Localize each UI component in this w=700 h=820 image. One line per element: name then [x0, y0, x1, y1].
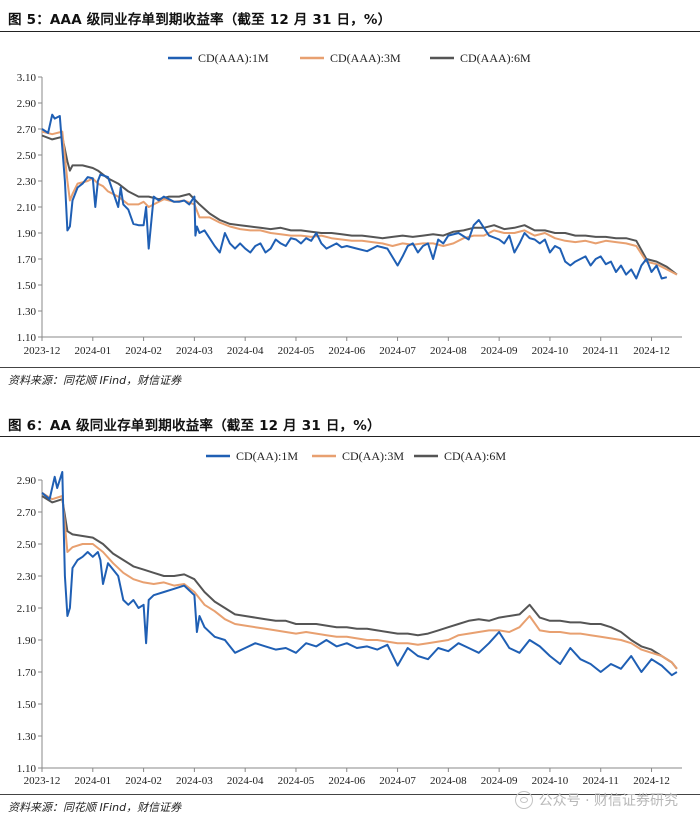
- x-tick-label: 2024-08: [430, 345, 467, 357]
- y-tick-label: 1.30: [17, 306, 37, 318]
- y-tick-label: 2.30: [17, 571, 37, 583]
- y-tick-label: 2.70: [17, 124, 37, 136]
- x-tick-label: 2024-10: [532, 775, 569, 787]
- y-tick-label: 2.10: [17, 202, 37, 214]
- y-tick-label: 1.10: [17, 332, 37, 344]
- figure-5-chart: 3.10 2.90 2.70 2.50 2.30 2.10 1.90 1.70 1.50 1.30…: [17, 51, 682, 357]
- x-tick-label: 2024-02: [125, 775, 162, 787]
- series-line-cd-aa-6m: [41, 495, 678, 670]
- y-tick-label: 2.10: [17, 603, 37, 615]
- x-tick-label: 2024-10: [532, 345, 569, 357]
- y-tick-label: 2.50: [17, 150, 37, 162]
- x-tick-label: 2024-07: [379, 345, 416, 357]
- x-tick-label: 2024-11: [583, 345, 619, 357]
- figure-5-bottom-rule: [0, 367, 700, 368]
- x-tick-label: 2024-06: [328, 775, 365, 787]
- y-tick-label: 2.90: [17, 475, 37, 487]
- figure-5-title: 图 5：AAA 级同业存单到期收益率（截至 12 月 31 日，%）: [8, 12, 392, 28]
- series-line-cd-aa-1m: [41, 471, 678, 677]
- y-tick-label: 1.70: [17, 667, 37, 679]
- watermark-text: 公众号 · 财信证券研究: [538, 793, 678, 809]
- legend-label: CD(AA):3M: [342, 449, 404, 463]
- x-tick-label: 2024-04: [227, 345, 264, 357]
- x-tick-label: 2023-12: [24, 345, 61, 357]
- x-tick-label: 2024-05: [278, 345, 315, 357]
- x-tick-label: 2024-02: [125, 345, 162, 357]
- y-tick-label: 2.90: [17, 98, 37, 110]
- figure-6-top-rule: [0, 436, 700, 437]
- x-tick-label: 2024-12: [633, 775, 670, 787]
- x-tick-label: 2024-01: [74, 775, 111, 787]
- x-tick-label: 2024-09: [481, 345, 518, 357]
- legend-label: CD(AAA):3M: [330, 51, 401, 65]
- y-tick-label: 1.50: [17, 699, 37, 711]
- y-tick-label: 1.90: [17, 635, 37, 647]
- y-tick-label: 1.70: [17, 254, 37, 266]
- x-tick-label: 2024-03: [176, 775, 213, 787]
- y-tick-label: 2.30: [17, 176, 37, 188]
- x-tick-label: 2024-05: [278, 775, 315, 787]
- legend-label: CD(AAA):6M: [460, 51, 531, 65]
- figure-6-bottom-rule: [0, 794, 700, 795]
- series-line-cd-aa-3m: [41, 491, 678, 670]
- x-tick-label: 2024-09: [481, 775, 518, 787]
- figure-5-top-rule: [0, 31, 700, 32]
- y-tick-label: 3.10: [17, 72, 37, 84]
- x-tick-label: 2024-11: [583, 775, 619, 787]
- watermark: 公众号 · 财信证券研究: [514, 790, 678, 810]
- x-tick-label: 2024-03: [176, 345, 213, 357]
- x-tick-label: 2024-01: [74, 345, 111, 357]
- y-tick-label: 1.10: [17, 763, 37, 775]
- figure-6-chart: 2.90 2.70 2.50 2.30 2.10 1.90 1.70 1.50 1.30 1.10…: [17, 449, 682, 787]
- x-tick-label: 2023-12: [24, 775, 61, 787]
- y-tick-label: 1.50: [17, 280, 37, 292]
- y-tick-label: 1.30: [17, 731, 37, 743]
- figure-6-title: 图 6：AA 级同业存单到期收益率（截至 12 月 31 日，%）: [8, 418, 381, 434]
- x-tick-label: 2024-12: [633, 345, 670, 357]
- x-tick-label: 2024-08: [430, 775, 467, 787]
- x-tick-label: 2024-06: [328, 345, 365, 357]
- series-line-cd-aaa-1m: [41, 113, 668, 280]
- x-tick-label: 2024-07: [379, 775, 416, 787]
- y-tick-label: 2.50: [17, 539, 37, 551]
- y-tick-label: 2.70: [17, 507, 37, 519]
- x-tick-label: 2024-04: [227, 775, 264, 787]
- legend-label: CD(AA):1M: [236, 449, 298, 463]
- figure-6-source: 资料来源：同花顺 IFind，财信证券: [8, 801, 182, 814]
- figure-5-source: 资料来源：同花顺 IFind，财信证券: [8, 374, 182, 387]
- series-line-cd-aaa-6m: [41, 134, 678, 276]
- legend-label: CD(AA):6M: [444, 449, 506, 463]
- series-line-cd-aaa-3m: [41, 130, 678, 276]
- legend-label: CD(AAA):1M: [198, 51, 269, 65]
- y-tick-label: 1.90: [17, 228, 37, 240]
- wechat-icon: [514, 791, 533, 809]
